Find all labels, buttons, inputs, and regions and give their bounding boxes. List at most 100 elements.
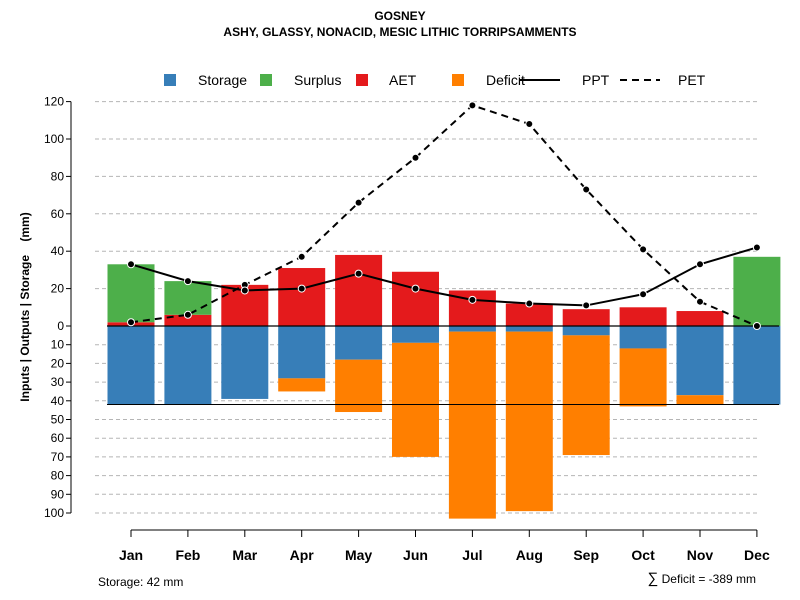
y-tick-label: 80 bbox=[51, 169, 65, 183]
storage-bar bbox=[221, 326, 269, 399]
x-tick-label: Jan bbox=[119, 547, 143, 563]
deficit-bar bbox=[448, 331, 496, 519]
y-tick-label: 30 bbox=[51, 375, 65, 389]
pet-point bbox=[297, 252, 306, 261]
y-tick-label: 70 bbox=[51, 450, 65, 464]
y-tick-label: 10 bbox=[51, 338, 65, 352]
x-tick-label: Sep bbox=[573, 547, 599, 563]
deficit-total-text: Deficit = -389 mm bbox=[661, 572, 756, 586]
pet-point bbox=[696, 297, 704, 306]
pet-point bbox=[354, 198, 363, 207]
storage-bar bbox=[619, 326, 667, 349]
y-tick-label: 20 bbox=[51, 282, 65, 296]
ppt-point bbox=[354, 269, 363, 278]
ppt-line bbox=[130, 246, 758, 307]
aet-bar bbox=[164, 314, 212, 326]
ppt-point bbox=[411, 284, 420, 293]
x-tick-label: Apr bbox=[290, 547, 315, 563]
aet-bar bbox=[392, 271, 439, 326]
aet-bar bbox=[505, 303, 553, 326]
deficit-bar bbox=[392, 342, 439, 457]
storage-bar bbox=[448, 326, 496, 332]
y-axis-label: Inputs | Outputs | Storage (mm) bbox=[18, 212, 32, 401]
storage-bar bbox=[278, 326, 326, 379]
ppt-point bbox=[582, 301, 591, 310]
x-tick-label: Nov bbox=[687, 547, 714, 563]
storage-bar bbox=[392, 326, 439, 343]
y-tick-label: 80 bbox=[51, 469, 65, 483]
x-tick-label: Jun bbox=[403, 547, 428, 563]
ppt-point bbox=[183, 277, 192, 286]
storage-bar bbox=[733, 326, 781, 405]
y-tick-label: 120 bbox=[44, 95, 64, 109]
aet-bar bbox=[562, 309, 610, 326]
deficit-bar bbox=[335, 359, 383, 413]
y-tick-label: 20 bbox=[51, 356, 65, 370]
deficit-total-label: ∑ Deficit = -389 mm bbox=[648, 570, 756, 587]
deficit-bar bbox=[619, 348, 667, 407]
legend-swatch-surplus bbox=[260, 74, 272, 86]
legend-label-surplus: Surplus bbox=[294, 72, 341, 88]
legend-swatch-deficit bbox=[452, 74, 464, 86]
y-tick-label: 40 bbox=[51, 244, 65, 258]
pet-point bbox=[127, 318, 135, 327]
surplus-bar bbox=[733, 256, 781, 326]
aet-bar bbox=[278, 268, 326, 326]
ppt-point bbox=[696, 260, 704, 269]
y-tick-label: 60 bbox=[51, 431, 65, 445]
y-tick-label: 40 bbox=[51, 394, 65, 408]
legend-label-aet: AET bbox=[389, 72, 417, 88]
pet-point bbox=[468, 101, 477, 110]
y-tick-label: 100 bbox=[44, 506, 64, 520]
y-tick-label: 100 bbox=[44, 132, 64, 146]
ppt-point bbox=[240, 286, 249, 295]
legend-label-pet: PET bbox=[678, 72, 706, 88]
surplus-bar bbox=[107, 264, 155, 323]
pet-point bbox=[639, 245, 648, 254]
deficit-bar bbox=[676, 395, 724, 405]
x-tick-label: Dec bbox=[744, 547, 770, 563]
x-tick-label: Feb bbox=[175, 547, 200, 563]
surplus-bar bbox=[164, 281, 212, 315]
aet-bar bbox=[619, 307, 667, 326]
storage-total-label: Storage: 42 mm bbox=[98, 575, 184, 589]
pet-point bbox=[582, 185, 591, 194]
y-tick-label: 60 bbox=[51, 207, 65, 221]
ppt-point bbox=[297, 284, 306, 293]
pet-point bbox=[752, 322, 761, 330]
y-tick-label: 90 bbox=[51, 487, 65, 501]
sum-symbol: ∑ bbox=[647, 570, 659, 587]
pet-point bbox=[525, 120, 534, 129]
legend-label-storage: Storage bbox=[198, 72, 247, 88]
x-tick-label: Mar bbox=[232, 547, 257, 563]
y-tick-label: 0 bbox=[57, 319, 64, 333]
x-tick-label: Oct bbox=[631, 547, 655, 563]
chart-title: GOSNEY bbox=[374, 9, 426, 23]
deficit-bar bbox=[562, 335, 610, 456]
chart-subtitle: ASHY, GLASSY, NONACID, MESIC LITHIC TORR… bbox=[223, 25, 577, 39]
storage-bar bbox=[164, 326, 212, 405]
legend-swatch-storage bbox=[164, 74, 176, 86]
storage-bar bbox=[335, 326, 383, 360]
ppt-point bbox=[468, 295, 477, 304]
legend-swatch-aet bbox=[356, 74, 368, 86]
storage-bar bbox=[562, 326, 610, 336]
ppt-point bbox=[127, 260, 135, 269]
storage-bar bbox=[676, 326, 724, 396]
storage-bar bbox=[107, 326, 155, 405]
deficit-bar bbox=[278, 378, 326, 392]
ppt-point bbox=[525, 299, 534, 308]
x-tick-label: May bbox=[345, 547, 372, 563]
legend-label-deficit: Deficit bbox=[486, 72, 525, 88]
storage-bar bbox=[505, 326, 553, 332]
aet-bar bbox=[676, 311, 724, 326]
pet-point bbox=[183, 310, 192, 319]
ppt-point bbox=[639, 290, 648, 299]
ppt-point bbox=[752, 243, 761, 252]
legend-label-ppt: PPT bbox=[582, 72, 610, 88]
deficit-bar bbox=[505, 331, 553, 512]
x-tick-label: Jul bbox=[462, 547, 482, 563]
pet-point bbox=[411, 153, 420, 162]
aet-bar bbox=[335, 254, 383, 326]
